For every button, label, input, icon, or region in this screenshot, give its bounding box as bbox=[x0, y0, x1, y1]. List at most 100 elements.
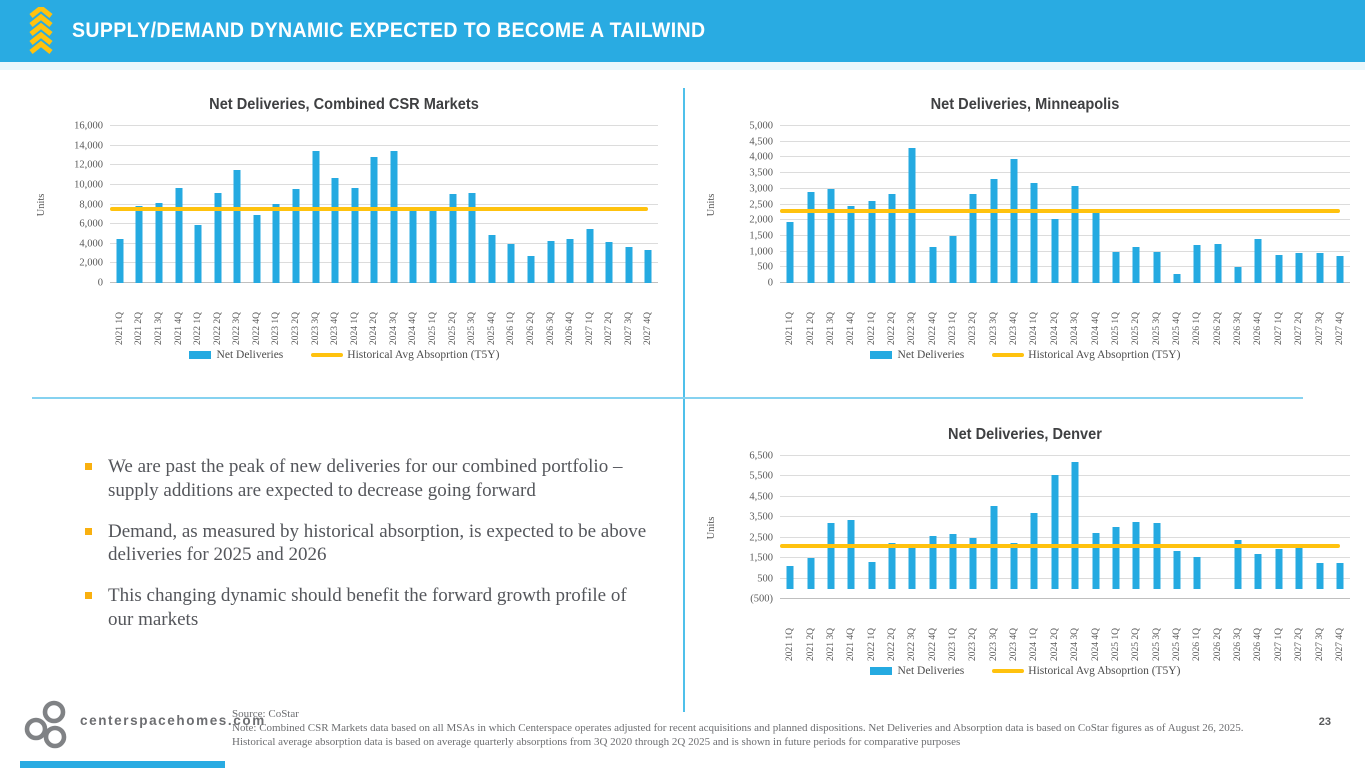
bar bbox=[586, 229, 594, 283]
bar bbox=[390, 150, 398, 283]
website-link[interactable]: centerspacehomes.com bbox=[80, 713, 266, 728]
x-tick-label: 2023 3Q bbox=[988, 312, 999, 345]
x-tick-label: 2025 1Q bbox=[1110, 312, 1121, 345]
x-tick-label: 2025 1Q bbox=[1110, 628, 1121, 661]
source-note: Source: CoStar Note: Combined CSR Market… bbox=[232, 708, 1244, 749]
x-tick-label: 2022 2Q bbox=[886, 628, 897, 661]
y-tick-label: 4,000 bbox=[749, 151, 773, 163]
bar bbox=[1030, 513, 1038, 589]
gridline bbox=[780, 598, 1350, 599]
bar bbox=[1193, 245, 1201, 283]
bar bbox=[888, 542, 896, 589]
bar bbox=[468, 192, 476, 283]
bar bbox=[155, 202, 163, 283]
x-tick-label: 2024 1Q bbox=[1029, 628, 1040, 661]
x-tick-label: 2027 2Q bbox=[604, 312, 615, 345]
x-tick-label: 2023 3Q bbox=[988, 628, 999, 661]
x-axis: 2021 1Q 2021 2Q 2021 3Q 2021 4Q 2022 1Q 2022 … bbox=[780, 287, 1350, 345]
x-tick-label: 2022 1Q bbox=[193, 312, 204, 345]
note-line: Note: Combined CSR Markets data based on… bbox=[232, 721, 1244, 748]
y-tick-label: 5,000 bbox=[749, 120, 773, 132]
x-tick-label: 2022 3Q bbox=[907, 312, 918, 345]
gridline bbox=[780, 557, 1350, 559]
x-tick-label: 2027 1Q bbox=[1273, 628, 1284, 661]
avg-absorption-line bbox=[110, 207, 648, 212]
y-axis-title: Units bbox=[705, 193, 717, 216]
vertical-divider bbox=[683, 88, 685, 712]
chart-title: Net Deliveries, Combined CSR Markets bbox=[209, 96, 479, 113]
avg-absorption-swatch bbox=[311, 353, 344, 357]
gridline bbox=[780, 495, 1350, 497]
x-tick-label: 2024 2Q bbox=[1049, 312, 1060, 345]
page-title: SUPPLY/DEMAND DYNAMIC EXPECTED TO BECOME… bbox=[72, 19, 706, 42]
gridline bbox=[110, 144, 658, 146]
bar bbox=[253, 215, 261, 283]
x-tick-label: 2024 4Q bbox=[408, 312, 419, 345]
x-tick-label: 2026 4Q bbox=[565, 312, 576, 345]
x-tick-label: 2021 4Q bbox=[846, 312, 857, 345]
bar bbox=[1010, 158, 1018, 283]
bar bbox=[429, 210, 437, 283]
bullet-marker bbox=[85, 592, 92, 599]
bar bbox=[1071, 185, 1079, 283]
bar bbox=[1254, 239, 1262, 283]
x-tick-label: 2025 2Q bbox=[1131, 312, 1142, 345]
y-tick-label: 6,500 bbox=[749, 450, 773, 462]
x-tick-label: 2021 2Q bbox=[805, 312, 816, 345]
bullet-text: Demand, as measured by historical absorp… bbox=[108, 520, 647, 566]
chevrons-up-icon bbox=[29, 7, 53, 54]
y-tick-label: (500) bbox=[750, 593, 773, 605]
x-tick-label: 2027 3Q bbox=[1314, 312, 1325, 345]
chart-combined-csr-markets: Net Deliveries, Combined CSR Markets Uni… bbox=[30, 92, 658, 361]
bar bbox=[847, 520, 855, 589]
x-tick-label: 2026 2Q bbox=[525, 312, 536, 345]
gridline bbox=[780, 203, 1350, 205]
gridline bbox=[110, 242, 658, 244]
x-axis: 2021 1Q 2021 2Q 2021 3Q 2021 4Q 2022 1Q 2022 … bbox=[780, 603, 1350, 661]
bar-series bbox=[780, 456, 1350, 599]
bullet-item: We are past the peak of new deliveries f… bbox=[85, 455, 655, 503]
x-tick-label: 2026 4Q bbox=[1253, 628, 1264, 661]
y-tick-label: 500 bbox=[757, 261, 773, 273]
bar bbox=[990, 179, 998, 283]
y-tick-label: 16,000 bbox=[74, 120, 103, 132]
bar bbox=[233, 170, 241, 283]
bullet-marker bbox=[85, 527, 92, 535]
x-tick-label: 2022 3Q bbox=[232, 312, 243, 345]
gridline bbox=[110, 125, 658, 126]
bar bbox=[929, 246, 937, 283]
gridline bbox=[110, 164, 658, 166]
avg-absorption-line bbox=[780, 543, 1340, 548]
x-tick-label: 2026 4Q bbox=[1253, 312, 1264, 345]
bar bbox=[1275, 254, 1283, 283]
x-tick-label: 2023 2Q bbox=[968, 312, 979, 345]
x-tick-label: 2021 3Q bbox=[825, 312, 836, 345]
avg-absorption-line bbox=[780, 208, 1340, 213]
bar bbox=[807, 558, 815, 589]
bar bbox=[1153, 251, 1161, 283]
bar bbox=[1051, 218, 1059, 283]
x-axis: 2021 1Q 2021 2Q 2021 3Q 2021 4Q 2022 1Q 2022 … bbox=[110, 287, 658, 345]
y-tick-label: 3,500 bbox=[749, 167, 773, 179]
bar bbox=[969, 193, 977, 283]
y-axis: 6,500 5,500 4,500 3,500 2,500 1,500 500 (500) bbox=[716, 451, 780, 605]
bar bbox=[449, 193, 457, 283]
y-axis: 5,000 4,500 4,000 3,500 3,000 2,500 2,000 1,500… bbox=[716, 121, 780, 289]
y-tick-label: 6,000 bbox=[79, 218, 103, 230]
bar bbox=[194, 225, 202, 283]
x-tick-label: 2026 1Q bbox=[1192, 628, 1203, 661]
legend: Net Deliveries Historical Avg Absoprtion… bbox=[700, 349, 1350, 361]
x-tick-label: 2026 1Q bbox=[1192, 312, 1203, 345]
x-tick-label: 2022 4Q bbox=[251, 312, 262, 345]
bar bbox=[370, 157, 378, 283]
bar bbox=[272, 203, 280, 283]
gridline bbox=[780, 156, 1350, 158]
source-line: Source: CoStar bbox=[232, 708, 299, 720]
bar bbox=[1112, 251, 1120, 283]
net-deliveries-swatch bbox=[869, 351, 892, 359]
horizontal-divider bbox=[32, 397, 1303, 399]
y-tick-label: 4,500 bbox=[749, 491, 773, 503]
bar bbox=[1336, 563, 1344, 589]
bar bbox=[888, 193, 896, 283]
